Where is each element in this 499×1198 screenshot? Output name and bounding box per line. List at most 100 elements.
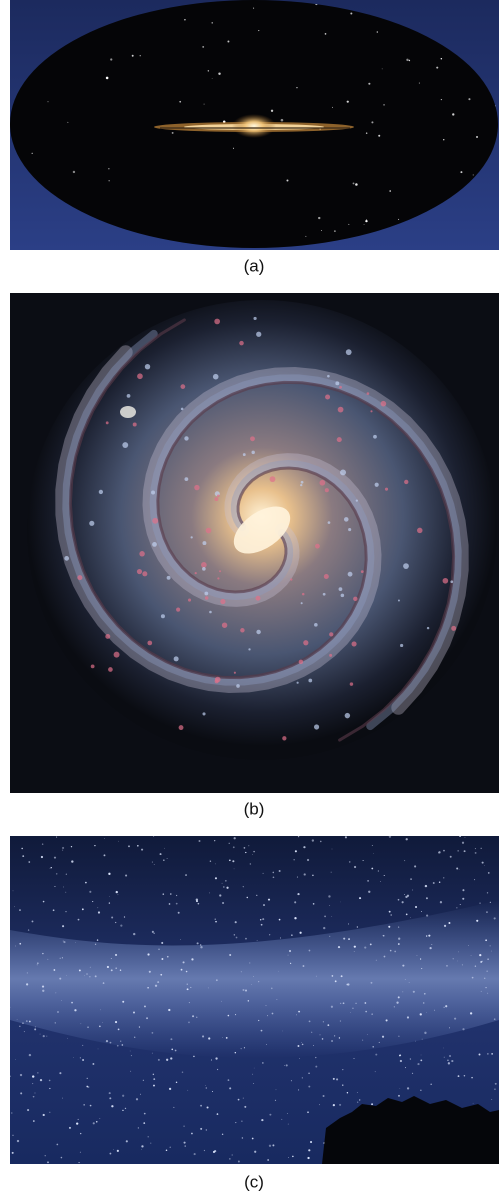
decoration bbox=[370, 410, 373, 413]
decoration bbox=[411, 1072, 414, 1074]
decoration bbox=[373, 852, 374, 854]
decoration bbox=[401, 901, 404, 904]
decoration bbox=[486, 892, 489, 894]
decoration bbox=[420, 1089, 422, 1091]
decoration bbox=[52, 909, 55, 912]
decoration bbox=[300, 602, 303, 605]
decoration bbox=[200, 946, 203, 949]
decoration bbox=[28, 1020, 31, 1023]
decoration bbox=[255, 595, 261, 601]
decoration bbox=[297, 1089, 300, 1091]
decoration bbox=[467, 945, 469, 946]
decoration bbox=[34, 1092, 36, 1094]
decoration bbox=[19, 1025, 21, 1028]
decoration bbox=[50, 866, 52, 869]
decoration bbox=[351, 641, 357, 647]
decoration bbox=[371, 845, 373, 846]
decoration bbox=[491, 1099, 493, 1101]
decoration bbox=[153, 1084, 155, 1087]
decoration bbox=[175, 902, 178, 905]
decoration bbox=[348, 938, 350, 941]
decoration bbox=[422, 1002, 425, 1004]
decoration bbox=[166, 955, 169, 958]
decoration bbox=[75, 942, 76, 943]
decoration bbox=[485, 987, 487, 989]
decoration bbox=[308, 949, 311, 952]
decoration bbox=[486, 970, 488, 973]
decoration bbox=[128, 845, 130, 848]
decoration bbox=[474, 879, 476, 881]
decoration bbox=[116, 1149, 119, 1152]
decoration bbox=[187, 1089, 189, 1091]
decoration bbox=[434, 1009, 436, 1011]
decoration bbox=[31, 920, 34, 923]
decoration bbox=[106, 965, 110, 969]
decoration bbox=[472, 174, 474, 176]
decoration bbox=[248, 648, 251, 651]
decoration bbox=[281, 1118, 283, 1120]
decoration bbox=[356, 1092, 358, 1093]
decoration bbox=[365, 219, 368, 223]
decoration bbox=[242, 989, 245, 992]
decoration bbox=[360, 570, 364, 574]
decoration bbox=[216, 1113, 219, 1115]
decoration bbox=[274, 1099, 277, 1101]
decoration bbox=[458, 868, 460, 870]
decoration bbox=[377, 870, 379, 872]
decoration bbox=[280, 118, 284, 122]
decoration bbox=[260, 923, 263, 926]
decoration bbox=[415, 905, 418, 908]
decoration bbox=[272, 871, 275, 874]
decoration bbox=[170, 1038, 173, 1041]
decoration bbox=[202, 541, 207, 546]
decoration bbox=[423, 992, 426, 995]
decoration bbox=[293, 859, 295, 861]
decoration bbox=[421, 967, 423, 970]
decoration bbox=[479, 953, 482, 957]
decoration bbox=[308, 1072, 310, 1075]
decoration bbox=[308, 1085, 311, 1088]
decoration bbox=[136, 568, 143, 575]
decoration bbox=[253, 1082, 255, 1084]
decoration bbox=[85, 881, 87, 884]
decoration bbox=[31, 152, 33, 154]
decoration bbox=[190, 536, 193, 539]
decoration bbox=[42, 952, 44, 955]
decoration bbox=[184, 436, 189, 441]
decoration bbox=[365, 1010, 367, 1013]
decoration bbox=[77, 918, 80, 921]
decoration bbox=[214, 877, 217, 880]
decoration bbox=[209, 610, 212, 614]
decoration bbox=[196, 1016, 198, 1018]
decoration bbox=[62, 329, 375, 686]
decoration bbox=[340, 593, 345, 598]
decoration bbox=[227, 40, 230, 43]
decoration bbox=[102, 982, 105, 984]
decoration bbox=[221, 622, 228, 628]
decoration bbox=[263, 904, 265, 906]
decoration bbox=[114, 953, 118, 957]
decoration bbox=[89, 520, 95, 526]
decoration bbox=[181, 1071, 184, 1074]
decoration bbox=[214, 840, 216, 842]
decoration bbox=[429, 946, 432, 950]
decoration bbox=[227, 1079, 230, 1081]
decoration bbox=[254, 1150, 257, 1153]
decoration bbox=[234, 921, 237, 924]
decoration bbox=[99, 1118, 101, 1119]
decoration bbox=[266, 1015, 269, 1017]
decoration bbox=[404, 979, 406, 980]
decoration bbox=[268, 1144, 272, 1147]
decoration bbox=[481, 861, 484, 864]
decoration bbox=[54, 886, 56, 887]
decoration bbox=[144, 364, 151, 370]
decoration bbox=[205, 1087, 207, 1089]
decoration bbox=[296, 876, 299, 878]
decoration bbox=[228, 859, 231, 862]
decoration bbox=[271, 1012, 274, 1015]
decoration bbox=[398, 1094, 400, 1097]
decoration bbox=[381, 1035, 385, 1038]
decoration bbox=[234, 1051, 237, 1054]
decoration bbox=[180, 968, 183, 971]
decoration bbox=[92, 1063, 95, 1065]
